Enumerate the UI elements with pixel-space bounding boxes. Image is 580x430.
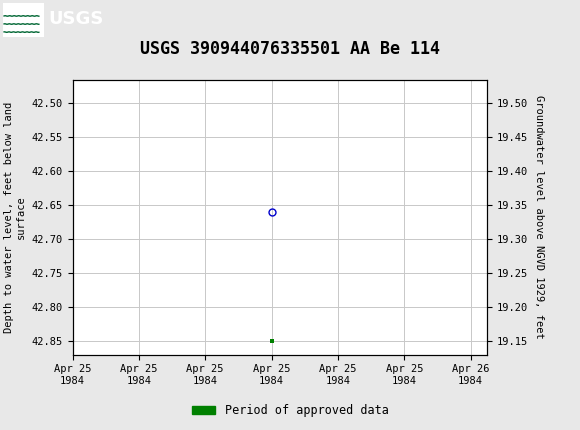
Y-axis label: Groundwater level above NGVD 1929, feet: Groundwater level above NGVD 1929, feet [534, 95, 543, 339]
Bar [3, 3, 43, 37]
Legend: Period of approved data: Period of approved data [187, 399, 393, 422]
Text: USGS: USGS [48, 10, 103, 28]
Y-axis label: Depth to water level, feet below land
surface: Depth to water level, feet below land su… [5, 101, 26, 333]
Text: USGS 390944076335501 AA Be 114: USGS 390944076335501 AA Be 114 [140, 40, 440, 58]
